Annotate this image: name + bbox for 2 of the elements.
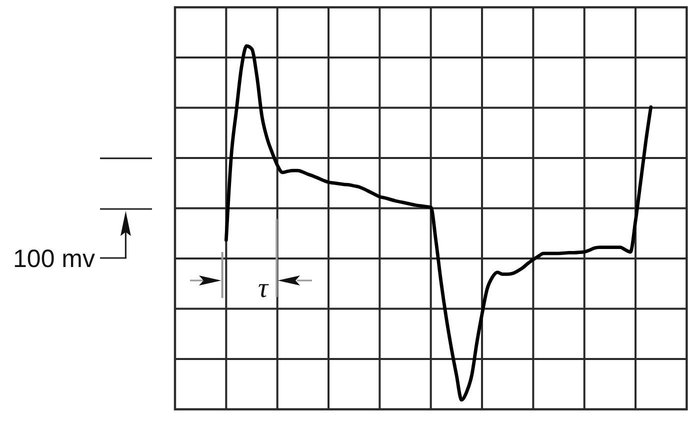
annotation: τ xyxy=(258,273,269,304)
text: 100 mv xyxy=(13,245,96,273)
